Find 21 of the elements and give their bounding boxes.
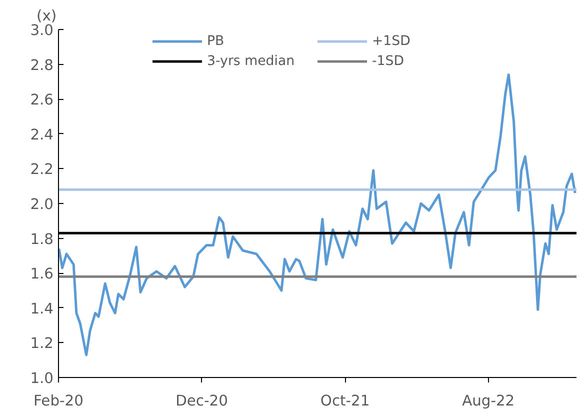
x-tick-label: Aug-22 <box>462 392 515 410</box>
x-tick-label: Dec-20 <box>176 392 228 410</box>
y-tick-label: 1.6 <box>30 266 54 283</box>
legend-label: PB <box>207 34 226 48</box>
x-tick-label: Feb-20 <box>34 392 84 410</box>
y-tick-label: 2.8 <box>30 56 54 74</box>
legend-label: 3-yrs median <box>207 54 296 68</box>
y-tick-label: 1.2 <box>30 335 54 352</box>
y-tick-label: 2.2 <box>30 161 54 178</box>
y-tick-label: 2.0 <box>30 196 54 213</box>
y-axis-title: (x) <box>36 8 57 24</box>
y-tick-label: 1.0 <box>30 370 54 387</box>
legend-label: +1SD <box>372 34 412 48</box>
y-tick-label: 2.4 <box>30 126 54 144</box>
x-tick-label: Oct-21 <box>320 392 370 410</box>
legend-label: -1SD <box>372 54 406 68</box>
y-tick-label: 2.6 <box>30 92 54 109</box>
y-tick-label: 1.8 <box>30 230 54 248</box>
y-tick-label: 3.0 <box>30 22 54 39</box>
line-series <box>58 73 576 356</box>
y-tick-label: 1.4 <box>30 300 54 318</box>
